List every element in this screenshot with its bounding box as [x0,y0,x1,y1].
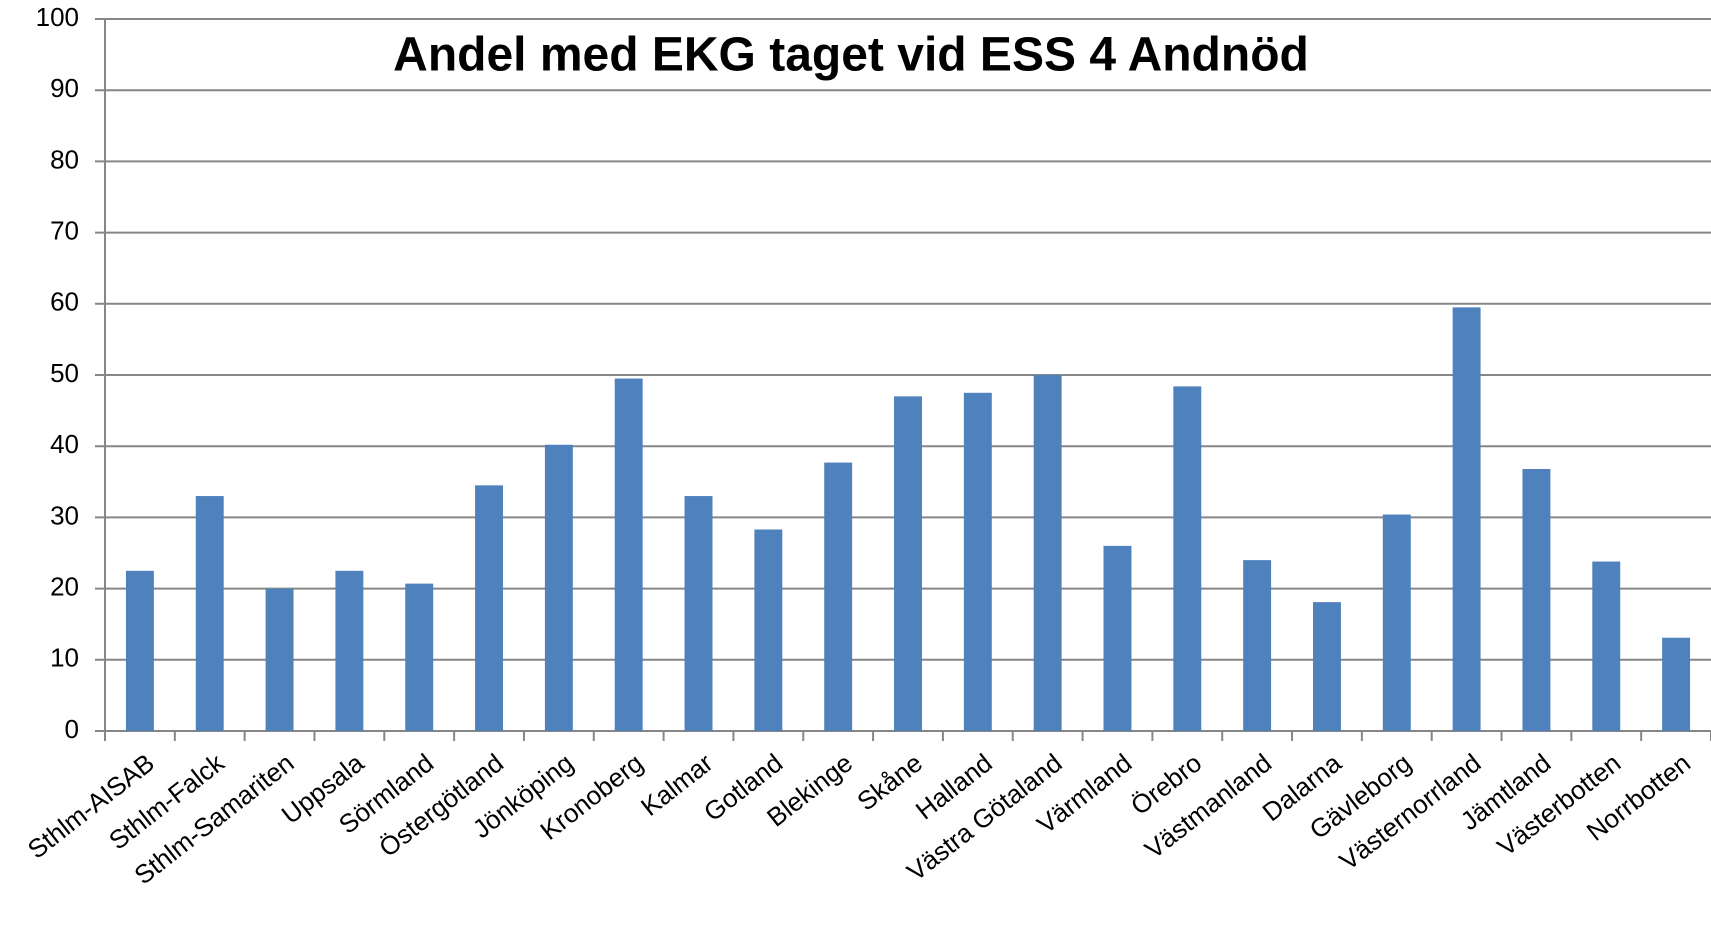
bar [265,588,294,731]
bar [195,496,224,731]
y-tick-label: 60 [50,287,79,317]
y-tick-label: 80 [50,144,79,174]
bar [1452,307,1481,731]
y-tick-label: 70 [50,215,79,245]
bar [1662,637,1691,731]
bar [894,396,922,731]
y-tick-label: 90 [50,73,79,103]
bar [614,378,643,731]
chart-title: Andel med EKG taget vid ESS 4 Andnöd [393,29,1309,82]
y-tick-label: 20 [50,571,79,601]
bar [684,496,713,731]
bar [1522,468,1551,731]
y-tick-label: 100 [36,2,79,32]
bar [963,392,992,731]
bar [405,583,434,731]
bar [475,485,504,731]
bar [1592,561,1621,731]
bar [824,462,853,731]
bar [1103,545,1132,731]
bar [1382,514,1411,731]
y-tick-label: 40 [50,429,79,459]
y-tick-label: 50 [50,358,79,388]
bar [1033,375,1062,731]
y-tick-label: 0 [65,714,79,744]
bar [1173,386,1202,731]
y-tick-label: 10 [50,643,79,673]
bar [1312,602,1341,731]
bar [125,570,154,731]
bar [754,529,783,731]
bar [335,570,364,731]
bar [1243,560,1272,731]
y-tick-label: 30 [50,500,79,530]
bar [544,444,573,731]
